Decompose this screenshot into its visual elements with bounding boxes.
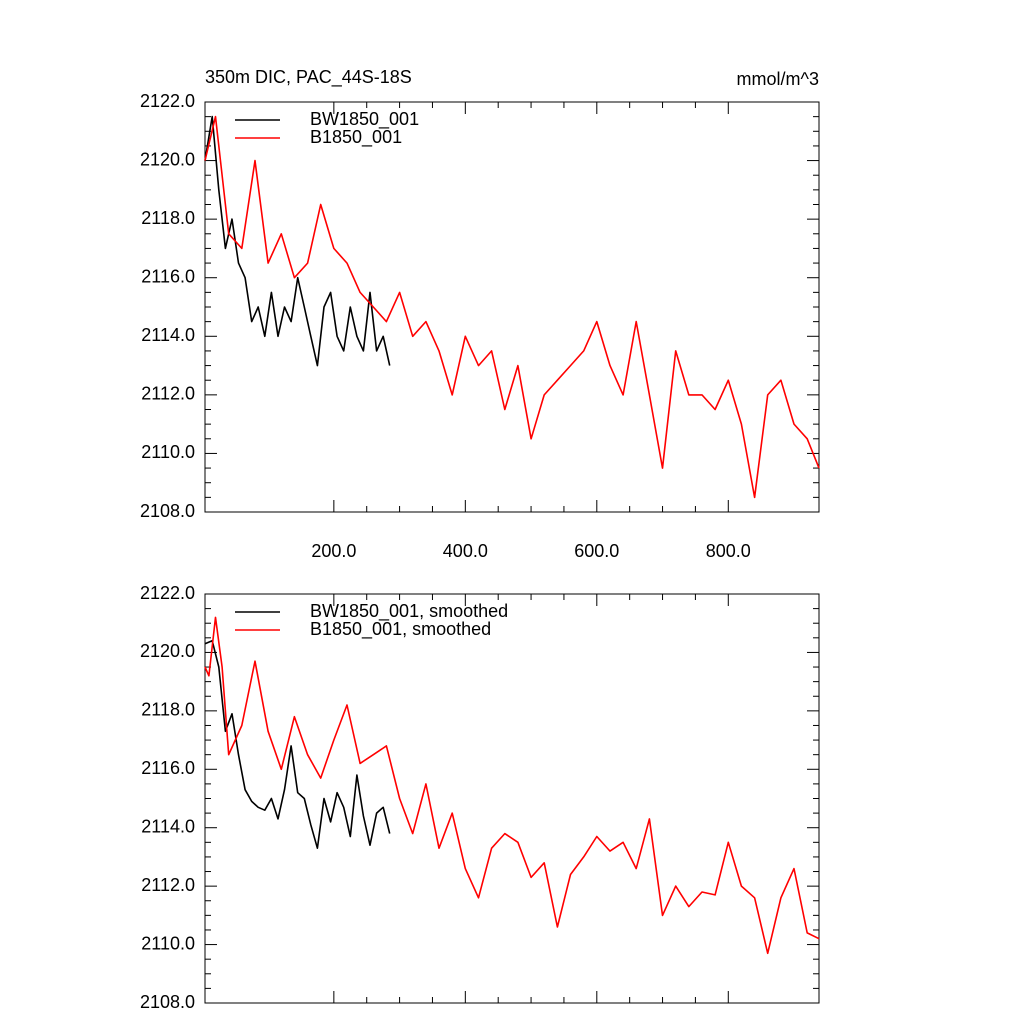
legend-label: BW1850_001, smoothed [310, 601, 508, 622]
units-label: mmol/m^3 [737, 69, 819, 89]
y-tick-label: 2114.0 [141, 816, 195, 836]
plot-frame [204, 101, 820, 513]
y-tick-label: 2122.0 [140, 91, 195, 111]
y-tick-label: 2120.0 [140, 641, 195, 661]
y-tick-label: 2108.0 [140, 992, 195, 1012]
y-tick-label: 2108.0 [140, 501, 195, 521]
y-tick-label: 2110.0 [141, 933, 195, 953]
chart-title: 350m DIC, PAC_44S-18S [205, 67, 412, 88]
y-tick-label: 2112.0 [141, 875, 195, 895]
y-tick-label: 2116.0 [141, 758, 195, 778]
y-tick-label: 2114.0 [141, 325, 195, 345]
plot-frame [204, 593, 820, 1004]
y-tick-label: 2116.0 [141, 266, 195, 286]
y-tick-label: 2112.0 [141, 384, 195, 404]
legend-label: BW1850_001 [310, 109, 419, 130]
x-tick-label: 600.0 [574, 541, 619, 561]
legend-label: B1850_001, smoothed [310, 619, 491, 640]
y-tick-label: 2120.0 [140, 149, 195, 169]
data-line [204, 616, 820, 955]
y-tick-label: 2122.0 [140, 583, 195, 603]
y-tick-label: 2110.0 [141, 442, 195, 462]
data-line [204, 115, 820, 499]
x-tick-label: 400.0 [443, 541, 488, 561]
x-tick-label: 200.0 [311, 541, 356, 561]
data-line [204, 639, 391, 850]
legend-label: B1850_001 [310, 127, 402, 148]
y-tick-label: 2118.0 [141, 700, 195, 720]
data-line [204, 115, 391, 367]
y-tick-label: 2118.0 [141, 208, 195, 228]
x-tick-label: 800.0 [706, 541, 751, 561]
